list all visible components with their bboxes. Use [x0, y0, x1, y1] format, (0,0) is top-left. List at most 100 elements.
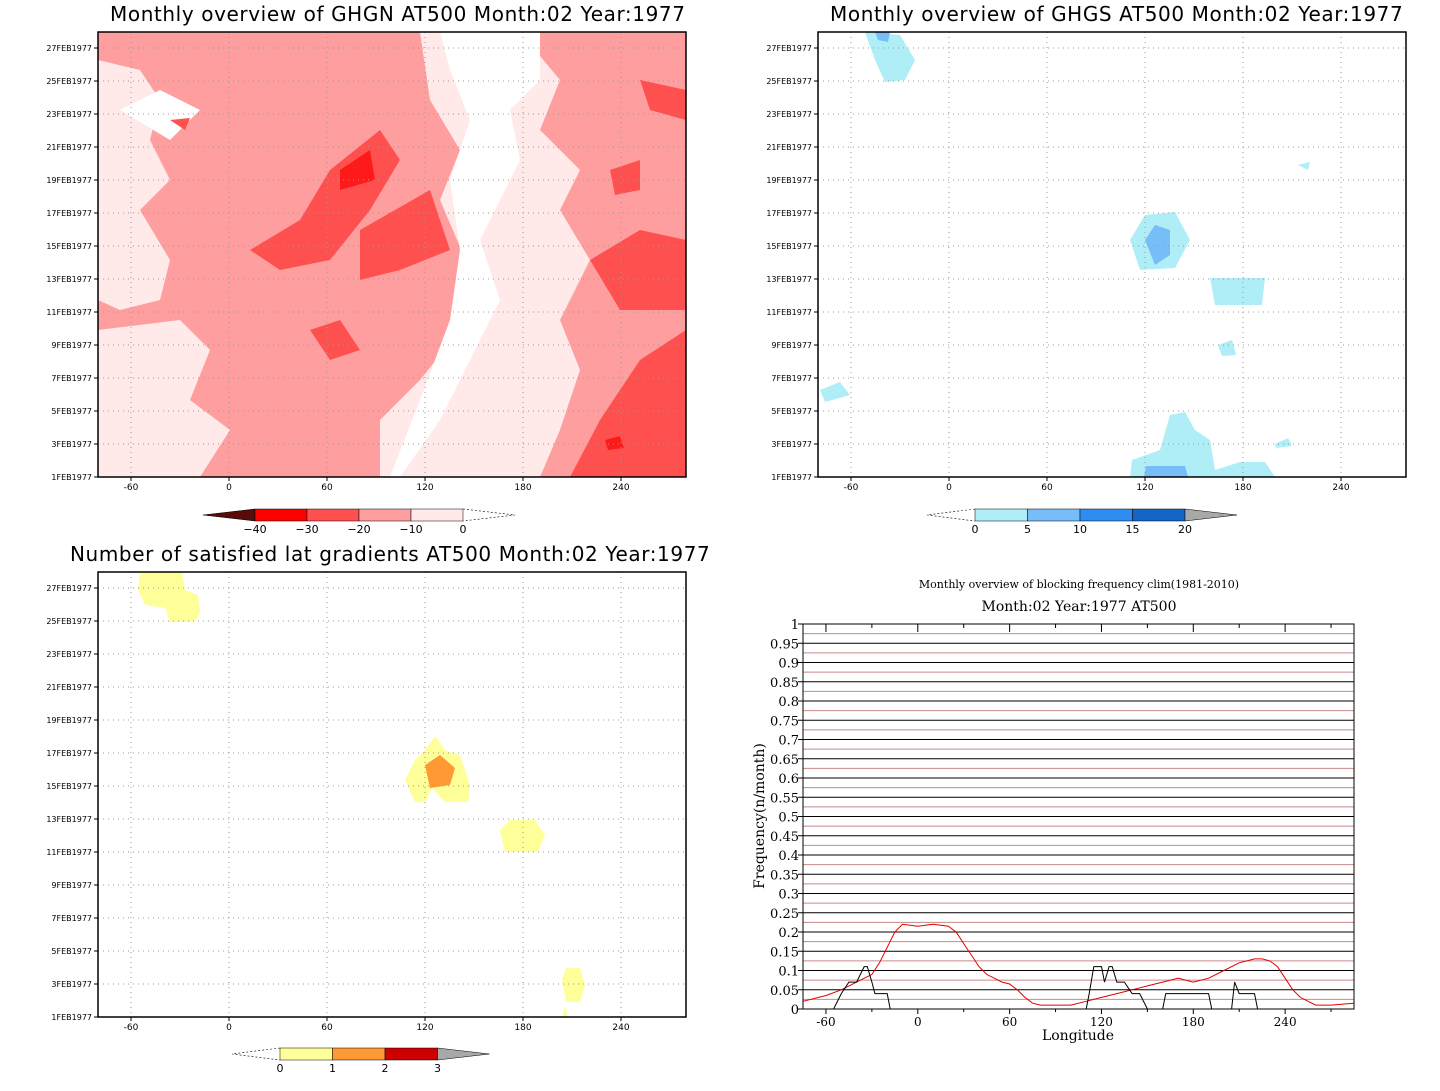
colorbar-label: 20: [1178, 523, 1192, 536]
blocking-x-tick-label: 180: [1182, 1015, 1205, 1029]
ghgn-chart: -60 0 60 120 180 240 1FEB1977 3FEB1977 5FEB1977…: [46, 31, 687, 536]
gradients-panel: Number of satisfied lat gradients AT500 …: [0, 540, 720, 1091]
blocking-y-tick-label: 0.95: [770, 637, 799, 652]
blocking-y-tick-label: 0.3: [778, 888, 799, 903]
ghgn-y-ticks: 1FEB1977 3FEB1977 5FEB1977 7FEB1977 9FEB1977…: [46, 44, 98, 482]
x-tick-label: 120: [416, 483, 433, 493]
y-tick-label: 21FEB1977: [46, 683, 92, 692]
y-tick-label: 25FEB1977: [46, 617, 92, 626]
x-tick-label: 60: [321, 483, 333, 493]
gradients-title: Number of satisfied lat gradients AT500 …: [70, 542, 711, 566]
x-tick-label: -60: [844, 483, 859, 493]
ghgn-colorbar: −40 −30 −20 −10 0: [202, 508, 516, 536]
y-tick-label: 9FEB1977: [771, 341, 812, 350]
blocking-y-tick-label: 0.75: [770, 714, 799, 729]
colorbar-label: 2: [382, 1062, 389, 1075]
colorbar-label: 15: [1126, 523, 1140, 536]
blocking-chart: Monthly overview of blocking frequency c…: [752, 578, 1355, 1044]
x-tick-label: 180: [1234, 483, 1251, 493]
colorbar-high-open: [462, 508, 516, 522]
y-tick-label: 11FEB1977: [46, 848, 92, 857]
ghgn-frame: [97, 31, 687, 478]
y-tick-label: 25FEB1977: [46, 77, 92, 86]
blocking-y-tick-label: 0.15: [770, 945, 799, 960]
y-tick-label: 27FEB1977: [46, 584, 92, 593]
blocking-y-tick-label: 0.85: [770, 676, 799, 691]
y-tick-label: 7FEB1977: [51, 374, 92, 383]
colorbar-label: 1: [329, 1062, 336, 1075]
y-tick-label: 3FEB1977: [51, 980, 92, 989]
x-tick-label: 60: [321, 1023, 333, 1033]
colorbar-segment: [254, 508, 308, 522]
colorbar-label: −10: [399, 523, 422, 536]
blocking-y-tick-label: 0.7: [778, 734, 799, 749]
x-tick-label: 60: [1041, 483, 1053, 493]
blocking-y-tick-label: 0.8: [778, 695, 799, 710]
blocking-ylabel: Frequency(n/month): [752, 743, 768, 889]
colorbar-low-open: [926, 508, 976, 522]
colorbar-segment: [1132, 508, 1186, 522]
blocking-xlabel: Longitude: [1042, 1028, 1114, 1044]
colorbar-label: −30: [295, 523, 318, 536]
x-tick-label: 0: [226, 1023, 232, 1033]
blocking-y-tick-label: 0.65: [770, 753, 799, 768]
ghgs-grid: [818, 32, 1406, 477]
blocking-frequency-line: [803, 966, 1354, 1010]
gradients-grid: [98, 572, 686, 1017]
colorbar-segment: [306, 508, 360, 522]
ghgs-x-ticks: -60 0 60 120 180 240: [844, 477, 1350, 493]
y-tick-label: 13FEB1977: [766, 275, 812, 284]
blocking-y-tick-label: 0.05: [770, 984, 799, 999]
ghgs-field: [820, 32, 1310, 477]
blocking-title: Monthly overview of blocking frequency c…: [919, 578, 1239, 591]
blocking-x-tick-label: 0: [914, 1015, 922, 1029]
y-tick-label: 9FEB1977: [51, 881, 92, 890]
colorbar-high-triangle: [1184, 508, 1238, 522]
ghgn-x-ticks: -60 0 60 120 180 240: [124, 477, 630, 493]
y-tick-label: 11FEB1977: [766, 308, 812, 317]
blocking-x-tick-label: 120: [1090, 1015, 1113, 1029]
colorbar-label: −20: [347, 523, 370, 536]
blocking-subtitle: Month:02 Year:1977 AT500: [982, 599, 1177, 615]
y-tick-label: 5FEB1977: [51, 947, 92, 956]
colorbar-segment: [974, 508, 1028, 522]
blocking-y-tick-label: 1: [791, 618, 799, 633]
climatology-line: [802, 923, 1355, 1006]
blocking-x-tick-label: 60: [1002, 1015, 1017, 1029]
blocking-x-tick-label: -60: [816, 1015, 835, 1029]
y-tick-label: 13FEB1977: [46, 275, 92, 284]
x-tick-label: 240: [612, 1023, 629, 1033]
y-tick-label: 5FEB1977: [771, 407, 812, 416]
colorbar-label: 0: [972, 523, 979, 536]
y-tick-label: 21FEB1977: [46, 143, 92, 152]
y-tick-label: 5FEB1977: [51, 407, 92, 416]
y-tick-label: 15FEB1977: [46, 242, 92, 251]
colorbar-low-open: [231, 1047, 281, 1061]
y-tick-label: 17FEB1977: [46, 749, 92, 758]
y-tick-label: 23FEB1977: [46, 650, 92, 659]
ghgs-title: Monthly overview of GHGS AT500 Month:02 …: [830, 2, 1404, 26]
y-tick-label: 1FEB1977: [51, 473, 92, 482]
y-tick-label: 23FEB1977: [46, 110, 92, 119]
blocking-y-tick-label: 0.25: [770, 907, 799, 922]
blocking-y-tick-label: 0.5: [778, 811, 799, 826]
colorbar-segment: [1079, 508, 1133, 522]
y-tick-label: 15FEB1977: [766, 242, 812, 251]
y-tick-label: 19FEB1977: [46, 716, 92, 725]
ghgn-panel: Monthly overview of GHGN AT500 Month:02 …: [0, 0, 720, 545]
gradients-x-ticks: -60 0 60 120 180 240: [124, 1017, 630, 1033]
colorbar-low-triangle: [202, 508, 256, 522]
y-tick-label: 13FEB1977: [46, 815, 92, 824]
x-tick-label: -60: [124, 1023, 139, 1033]
blocking-panel: Monthly overview of blocking frequency c…: [720, 560, 1440, 1091]
ghgn-title: Monthly overview of GHGN AT500 Month:02 …: [110, 2, 686, 26]
blocking-y-tick-label: 0.35: [770, 868, 799, 883]
ghgs-y-ticks: 1FEB1977 3FEB1977 5FEB1977 7FEB1977 9FEB1977…: [766, 44, 818, 482]
y-tick-label: 19FEB1977: [766, 176, 812, 185]
gradients-chart: -60 0 60 120 180 240 1FEB19773FEB19775FEB1977…: [46, 571, 687, 1075]
gradients-y-ticks: 1FEB1977 3FEB1977 5FEB1977 7FEB1977 9FEB1977…: [46, 584, 98, 1022]
x-tick-label: 120: [416, 1023, 433, 1033]
y-tick-label: 15FEB1977: [46, 782, 92, 791]
y-tick-label: 3FEB1977: [51, 440, 92, 449]
colorbar-segment: [279, 1047, 333, 1061]
